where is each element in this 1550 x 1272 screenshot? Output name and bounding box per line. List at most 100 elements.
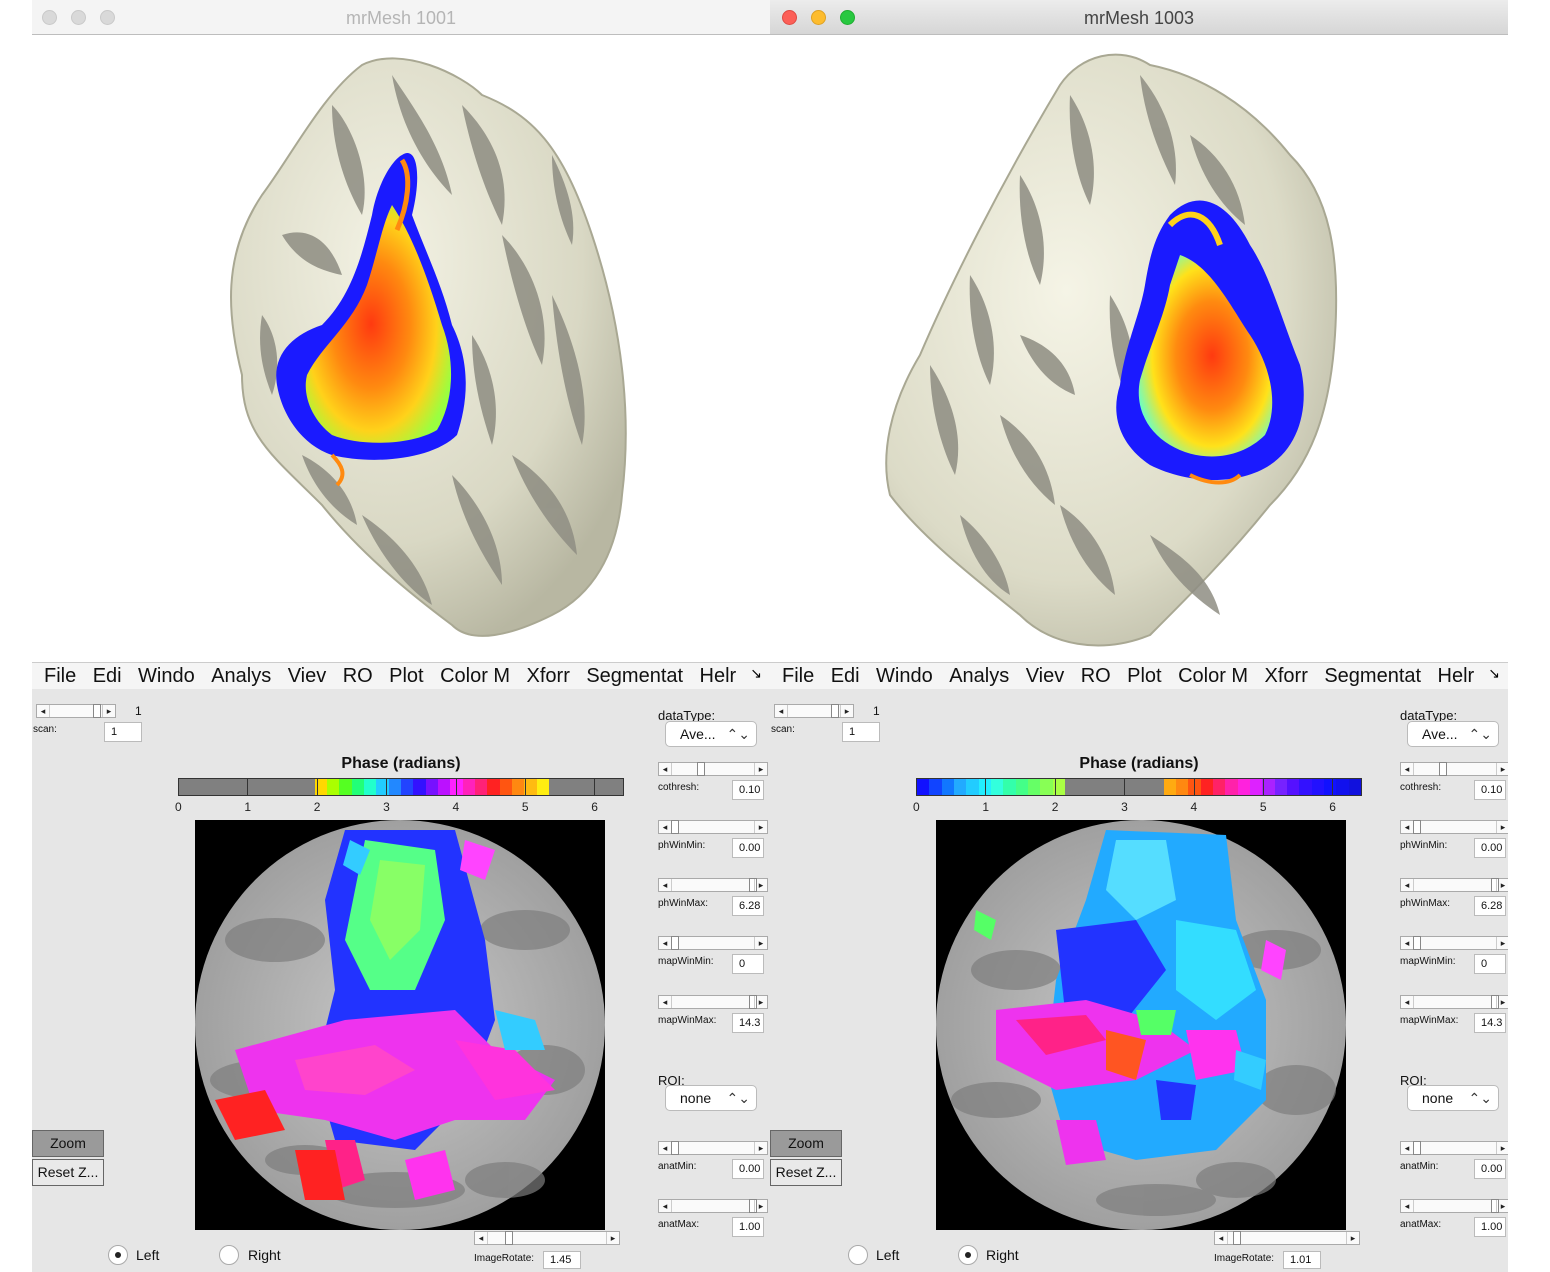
scan-slider[interactable]: ◂ ▸ <box>774 704 854 718</box>
datatype-popup[interactable]: Ave... ⌃⌄ <box>665 721 757 747</box>
arrow-right-icon[interactable]: ▸ <box>754 1142 767 1154</box>
param-value-field[interactable]: 0.00 <box>732 1159 764 1179</box>
arrow-right-icon[interactable]: ▸ <box>1496 1200 1508 1212</box>
arrow-left-icon[interactable]: ◂ <box>659 879 672 891</box>
param-value-field[interactable]: 0 <box>732 954 764 974</box>
param-slider[interactable]: ◂ ▸ <box>1400 762 1508 776</box>
datatype-popup[interactable]: Ave... ⌃⌄ <box>1407 721 1499 747</box>
param-value-field[interactable]: 14.3 <box>732 1013 764 1033</box>
param-value-field[interactable]: 1.00 <box>732 1217 764 1237</box>
menu-analysis[interactable]: Analys <box>211 665 272 687</box>
slider-thumb[interactable] <box>749 995 757 1009</box>
menu-roi[interactable]: RO <box>342 665 373 687</box>
param-slider[interactable]: ◂ ▸ <box>658 820 768 834</box>
arrow-right-icon[interactable]: ▸ <box>1496 763 1508 775</box>
brain-mesh-render[interactable] <box>770 35 1508 662</box>
scan-slider[interactable]: ◂ ▸ <box>36 704 116 718</box>
hemisphere-left-radio[interactable] <box>848 1245 868 1265</box>
roi-popup[interactable]: none ⌃⌄ <box>1407 1085 1499 1111</box>
image-rotate-slider[interactable]: ◂ ▸ <box>1214 1231 1360 1245</box>
param-value-field[interactable]: 0.00 <box>1474 838 1506 858</box>
slider-thumb[interactable] <box>1491 1199 1499 1213</box>
roi-popup[interactable]: none ⌃⌄ <box>665 1085 757 1111</box>
slider-thumb[interactable] <box>749 1199 757 1213</box>
arrow-right-icon[interactable]: ▸ <box>102 705 115 717</box>
slider-thumb[interactable] <box>1413 820 1421 834</box>
menu-view[interactable]: Viev <box>1025 665 1065 687</box>
arrow-left-icon[interactable]: ◂ <box>1401 996 1414 1008</box>
arrow-right-icon[interactable]: ▸ <box>754 879 767 891</box>
reset-zoom-button[interactable]: Reset Z... <box>32 1159 104 1186</box>
zoom-button[interactable]: Zoom <box>32 1130 104 1157</box>
param-value-field[interactable]: 14.3 <box>1474 1013 1506 1033</box>
close-icon[interactable] <box>782 10 797 25</box>
hemisphere-right-radio[interactable] <box>958 1245 978 1265</box>
image-rotate-field[interactable]: 1.45 <box>543 1251 581 1269</box>
slider-thumb[interactable] <box>671 1141 679 1155</box>
arrow-right-icon[interactable]: ▸ <box>754 763 767 775</box>
param-slider[interactable]: ◂ ▸ <box>658 995 768 1009</box>
arrow-left-icon[interactable]: ◂ <box>659 763 672 775</box>
arrow-left-icon[interactable]: ◂ <box>1401 879 1414 891</box>
slider-thumb[interactable] <box>1491 995 1499 1009</box>
image-rotate-slider[interactable]: ◂ ▸ <box>474 1231 620 1245</box>
arrow-left-icon[interactable]: ◂ <box>1401 1200 1414 1212</box>
param-slider[interactable]: ◂ ▸ <box>658 1199 768 1213</box>
slider-thumb[interactable] <box>831 704 839 718</box>
image-rotate-field[interactable]: 1.01 <box>1283 1251 1321 1269</box>
minimize-icon[interactable] <box>71 10 86 25</box>
arrow-right-icon[interactable]: ▸ <box>754 996 767 1008</box>
menu-segmentation[interactable]: Segmentat <box>586 665 684 687</box>
arrow-right-icon[interactable]: ▸ <box>1346 1232 1359 1244</box>
menu-color-map[interactable]: Color M <box>1178 665 1249 687</box>
slider-thumb[interactable] <box>671 936 679 950</box>
menu-plot[interactable]: Plot <box>1127 665 1162 687</box>
reset-zoom-button[interactable]: Reset Z... <box>770 1159 842 1186</box>
param-value-field[interactable]: 0.00 <box>1474 1159 1506 1179</box>
menu-help[interactable]: Helr <box>699 665 737 687</box>
param-value-field[interactable]: 6.28 <box>1474 896 1506 916</box>
menu-roi[interactable]: RO <box>1080 665 1111 687</box>
arrow-right-icon[interactable]: ▸ <box>840 705 853 717</box>
flat-map-image[interactable] <box>936 820 1346 1230</box>
title-bar[interactable]: mrMesh 1001 <box>32 0 770 35</box>
param-value-field[interactable]: 1.00 <box>1474 1217 1506 1237</box>
slider-thumb[interactable] <box>505 1231 513 1245</box>
slider-thumb[interactable] <box>749 878 757 892</box>
arrow-left-icon[interactable]: ◂ <box>659 1200 672 1212</box>
hemisphere-right-radio[interactable] <box>219 1245 239 1265</box>
arrow-right-icon[interactable]: ▸ <box>1496 879 1508 891</box>
menu-segmentation[interactable]: Segmentat <box>1324 665 1422 687</box>
mesh-3d-view[interactable] <box>32 35 770 662</box>
param-slider[interactable]: ◂ ▸ <box>658 762 768 776</box>
param-value-field[interactable]: 0 <box>1474 954 1506 974</box>
phase-map-render[interactable] <box>195 820 605 1230</box>
menu-overflow-icon[interactable]: ↘ <box>750 665 762 681</box>
flat-map-image[interactable] <box>195 820 605 1230</box>
menu-analysis[interactable]: Analys <box>949 665 1010 687</box>
maximize-icon[interactable] <box>100 10 115 25</box>
arrow-right-icon[interactable]: ▸ <box>1496 821 1508 833</box>
phase-map-render[interactable] <box>936 820 1346 1230</box>
maximize-icon[interactable] <box>840 10 855 25</box>
brain-mesh-render[interactable] <box>32 35 770 662</box>
arrow-right-icon[interactable]: ▸ <box>1496 1142 1508 1154</box>
scan-field[interactable]: 1 <box>104 722 142 742</box>
menu-color-map[interactable]: Color M <box>440 665 511 687</box>
param-slider[interactable]: ◂ ▸ <box>1400 995 1508 1009</box>
slider-thumb[interactable] <box>1413 936 1421 950</box>
arrow-right-icon[interactable]: ▸ <box>1496 937 1508 949</box>
hemisphere-left-radio[interactable] <box>108 1245 128 1265</box>
menu-view[interactable]: Viev <box>287 665 327 687</box>
slider-thumb[interactable] <box>671 820 679 834</box>
menu-overflow-icon[interactable]: ↘ <box>1488 665 1500 681</box>
slider-thumb[interactable] <box>1491 878 1499 892</box>
slider-thumb[interactable] <box>1233 1231 1241 1245</box>
mesh-3d-view[interactable] <box>770 35 1508 662</box>
menu-file[interactable]: File <box>44 665 77 687</box>
close-icon[interactable] <box>42 10 57 25</box>
param-slider[interactable]: ◂ ▸ <box>1400 936 1508 950</box>
param-value-field[interactable]: 0.00 <box>732 838 764 858</box>
arrow-right-icon[interactable]: ▸ <box>754 1200 767 1212</box>
param-slider[interactable]: ◂ ▸ <box>658 936 768 950</box>
